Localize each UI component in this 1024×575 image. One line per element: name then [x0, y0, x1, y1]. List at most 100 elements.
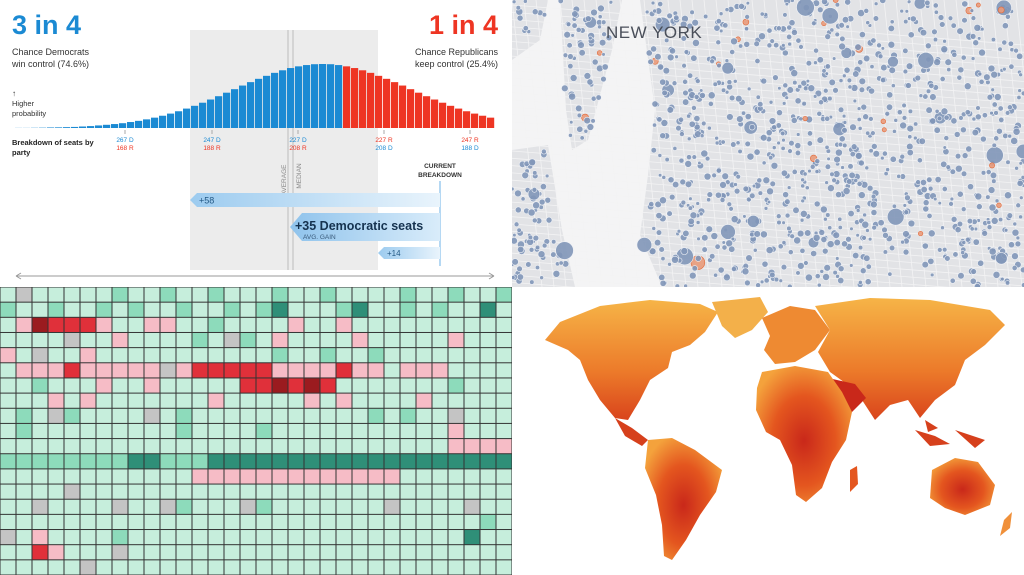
heatmap-cell — [448, 393, 464, 408]
histogram-bar — [359, 70, 367, 128]
heatmap-cell — [176, 439, 192, 454]
map-dot — [913, 135, 918, 141]
map-dot — [801, 101, 807, 107]
heatmap-cell — [208, 408, 224, 423]
heatmap-cell — [208, 317, 224, 332]
heatmap-cell — [128, 332, 144, 348]
map-dot — [996, 127, 1003, 135]
map-dot — [781, 240, 787, 246]
heatmap-cell — [352, 545, 368, 560]
heatmap-cell — [128, 302, 144, 317]
heatmap-cell — [304, 332, 320, 348]
heatmap-cell — [448, 484, 464, 499]
heatmap-cell — [160, 499, 176, 514]
heatmap-cell — [256, 469, 272, 484]
heatmap-cell — [192, 514, 208, 530]
map-dot — [608, 0, 614, 5]
heatmap-cell — [160, 363, 176, 378]
heatmap-cell — [272, 423, 288, 439]
map-dot — [861, 235, 867, 241]
heatmap-cell — [208, 348, 224, 363]
map-dot — [534, 244, 541, 251]
map-dot — [814, 169, 820, 174]
map-dot — [600, 19, 607, 26]
map-dot — [1020, 175, 1024, 180]
map-dot — [842, 142, 848, 149]
map-dot — [913, 0, 927, 10]
heatmap-cell — [64, 499, 80, 514]
map-dot — [719, 181, 727, 189]
heatmap-cell — [240, 514, 256, 530]
map-dot — [690, 54, 698, 62]
y-label: ↑ — [12, 89, 16, 98]
map-dot — [1004, 280, 1011, 286]
map-dot — [949, 168, 956, 175]
heatmap-cell — [416, 287, 432, 302]
heatmap-cell — [176, 332, 192, 348]
heatmap-cell — [240, 560, 256, 575]
heatmap-cell — [160, 348, 176, 363]
heatmap-cell — [128, 560, 144, 575]
map-dot — [824, 71, 829, 76]
heatmap-cell — [144, 363, 160, 378]
map-dot — [892, 128, 897, 134]
map-dot — [658, 273, 666, 281]
map-dot — [966, 218, 974, 225]
heatmap-cell — [288, 332, 304, 348]
heatmap-cell — [176, 560, 192, 575]
map-dot — [780, 169, 788, 177]
map-dot — [960, 126, 967, 134]
map-dot — [828, 78, 836, 86]
heatmap-cell — [32, 499, 48, 514]
map-dot — [986, 220, 992, 225]
heatmap-cell — [32, 484, 48, 499]
street — [571, 0, 603, 287]
heatmap-cell — [16, 545, 32, 560]
map-dot — [869, 64, 875, 70]
heatmap-cell — [432, 545, 448, 560]
heatmap-cell — [448, 530, 464, 545]
map-dot — [943, 114, 950, 121]
map-dot — [763, 277, 770, 284]
heatmap-cell — [16, 302, 32, 317]
histogram-bar — [351, 68, 359, 128]
map-dot — [745, 1, 750, 6]
heatmap-cell — [48, 393, 64, 408]
map-dot — [747, 214, 760, 228]
map-dot — [529, 279, 535, 285]
heatmap-cell — [128, 514, 144, 530]
map-dot — [916, 157, 923, 164]
map-dot — [940, 45, 949, 54]
map-dot — [516, 273, 524, 281]
heatmap-cell — [304, 287, 320, 302]
heatmap-cell — [144, 469, 160, 484]
heatmap-cell — [304, 439, 320, 454]
heatmap-cell — [144, 317, 160, 332]
heatmap-cell — [336, 423, 352, 439]
heatmap-cell — [480, 439, 496, 454]
heatmap-cell — [144, 439, 160, 454]
map-dot — [954, 226, 962, 234]
heatmap-cell — [368, 348, 384, 363]
map-dot — [884, 110, 891, 117]
histogram-bar — [447, 105, 455, 128]
map-dot — [768, 99, 774, 105]
map-dot — [655, 212, 663, 220]
map-dot — [974, 192, 983, 201]
heatmap-cell — [160, 545, 176, 560]
map-dot — [537, 250, 546, 259]
map-dot — [742, 18, 750, 26]
histogram-bar — [415, 92, 423, 128]
map-dot — [927, 257, 935, 265]
map-dot — [819, 269, 825, 274]
map-dot — [765, 129, 773, 137]
heatmap-cell — [496, 469, 512, 484]
map-dot — [796, 132, 801, 137]
heatmap-cell — [320, 439, 336, 454]
heatmap-cell — [224, 287, 240, 302]
map-dot — [862, 212, 867, 218]
heatmap-cell — [80, 469, 96, 484]
map-dot — [954, 153, 962, 160]
map-dot — [786, 86, 794, 94]
map-dot — [532, 170, 538, 176]
